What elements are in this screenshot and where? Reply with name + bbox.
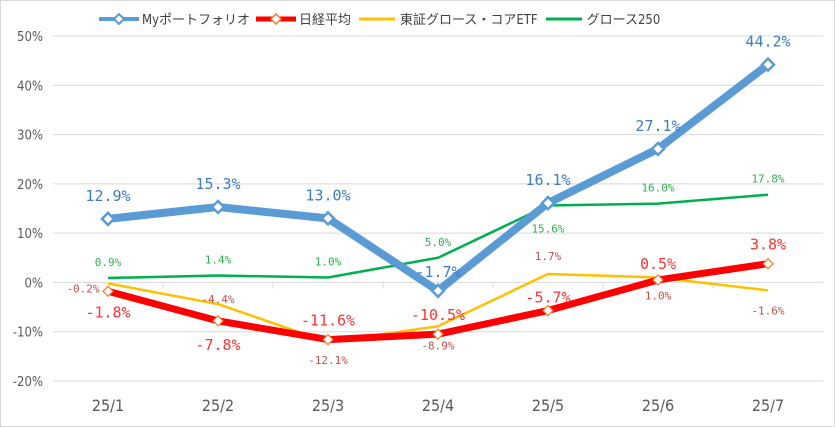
x-tick-label: 25/7 xyxy=(752,396,784,415)
data-point-portfolio xyxy=(100,211,116,227)
data-point-nikkei xyxy=(212,315,224,327)
legend: Myポートフォリオ 日経平均 東証グロース・コアETF グロース250 xyxy=(99,9,660,28)
legend-line-growth250-icon xyxy=(545,17,582,20)
data-label-etf: 1.7% xyxy=(535,250,562,263)
x-tick-label: 25/4 xyxy=(422,396,454,415)
y-tick-label: -20% xyxy=(13,375,43,390)
data-point-nikkei xyxy=(322,333,334,346)
x-tick-label: 25/5 xyxy=(532,396,564,415)
data-label-portfolio: 16.1% xyxy=(525,171,570,189)
data-label-portfolio: -1.7% xyxy=(415,263,460,281)
data-label-etf: -0.2% xyxy=(66,282,99,295)
y-tick-label: 30% xyxy=(17,129,43,144)
y-tick-label: 40% xyxy=(17,79,43,94)
data-point-portfolio xyxy=(760,56,776,73)
y-tick-label: 50% xyxy=(17,30,43,45)
legend-item-etf: 東証グロース・コアETF xyxy=(357,9,538,28)
legend-line-etf-icon xyxy=(359,17,396,20)
legend-label: 日経平均 xyxy=(299,13,352,28)
data-label-growth250: 16.0% xyxy=(641,182,674,195)
data-label-nikkei: -11.6% xyxy=(301,312,355,330)
data-point-portfolio xyxy=(430,283,446,299)
series-line-growth250 xyxy=(107,193,769,280)
data-label-nikkei: -10.5% xyxy=(411,306,465,324)
data-label-portfolio: 12.9% xyxy=(85,187,130,205)
x-tick-label: 25/2 xyxy=(202,396,234,415)
data-label-etf: -8.9% xyxy=(421,339,454,352)
data-label-growth250: 17.8% xyxy=(751,173,784,186)
data-point-nikkei xyxy=(432,328,444,341)
data-label-growth250: 15.6% xyxy=(531,223,564,236)
legend-marker-portfolio-icon xyxy=(99,12,139,25)
data-label-growth250: 0.9% xyxy=(95,256,122,269)
legend-label: Myポートフォリオ xyxy=(142,13,251,28)
data-label-portfolio: 13.0% xyxy=(305,186,350,204)
data-label-growth250: 5.0% xyxy=(425,236,452,249)
x-tick-label: 25/6 xyxy=(642,396,674,415)
legend-item-growth250: グロース250 xyxy=(544,9,661,28)
data-label-growth250: 1.4% xyxy=(205,254,232,267)
data-point-portfolio xyxy=(210,199,226,215)
y-tick-label: 0% xyxy=(24,276,43,291)
x-tick-label: 25/3 xyxy=(312,396,344,415)
data-label-nikkei: 3.8% xyxy=(750,236,786,254)
data-label-portfolio: 15.3% xyxy=(195,175,240,193)
data-label-etf: -12.1% xyxy=(308,354,348,367)
data-label-etf: -1.6% xyxy=(751,304,784,317)
data-label-nikkei: -1.8% xyxy=(85,303,130,321)
legend-label: グロース250 xyxy=(586,13,661,28)
y-tick-label: 20% xyxy=(17,178,43,193)
x-tick-label: 25/1 xyxy=(92,396,124,415)
data-point-portfolio xyxy=(320,210,336,227)
data-label-nikkei: 0.5% xyxy=(640,255,676,273)
y-tick-label: 10% xyxy=(17,227,43,242)
data-label-nikkei: -7.8% xyxy=(195,336,240,354)
legend-label: 東証グロース・コアETF xyxy=(400,13,538,28)
data-point-nikkei xyxy=(762,257,774,270)
legend-marker-nikkei-icon xyxy=(256,12,297,25)
data-label-etf: -4.4% xyxy=(201,293,234,306)
data-label-portfolio: 44.2% xyxy=(745,33,790,51)
data-point-nikkei xyxy=(542,304,554,317)
data-point-portfolio xyxy=(540,195,556,211)
data-point-nikkei xyxy=(652,274,664,286)
data-point-nikkei xyxy=(102,285,114,298)
data-point-portfolio xyxy=(650,141,666,157)
data-label-etf: 1.0% xyxy=(645,290,672,303)
data-label-growth250: 1.0% xyxy=(315,256,342,269)
data-label-portfolio: 27.1% xyxy=(635,117,680,135)
legend-item-nikkei: 日経平均 xyxy=(256,9,351,28)
y-tick-label: -10% xyxy=(13,326,43,341)
legend-item-portfolio: Myポートフォリオ xyxy=(99,9,250,28)
data-label-nikkei: -5.7% xyxy=(525,289,570,307)
